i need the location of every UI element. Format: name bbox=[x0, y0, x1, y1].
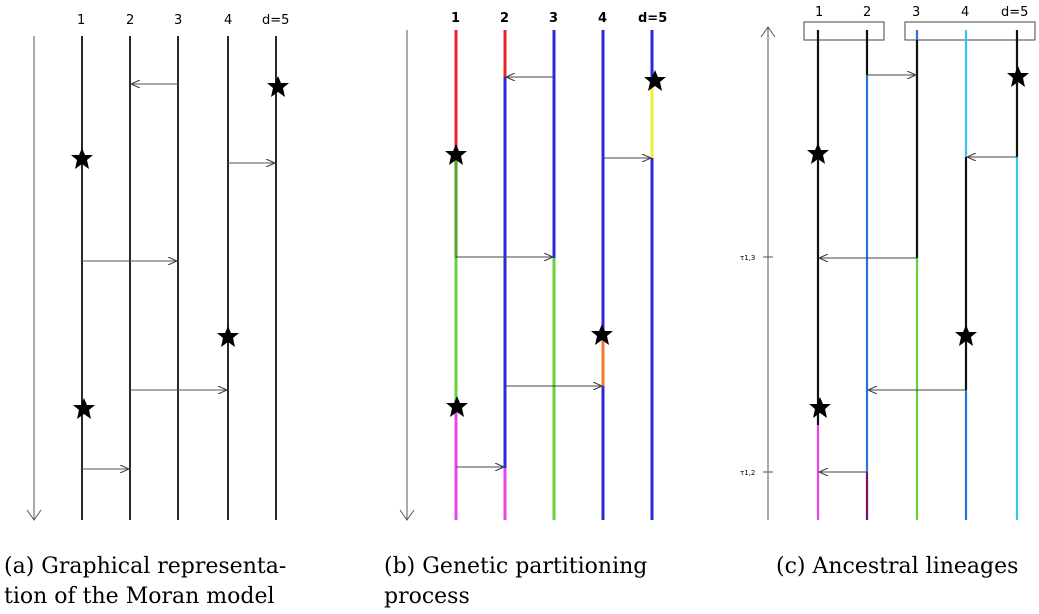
panel-a-label-1: 1 bbox=[77, 13, 85, 28]
panel-c-label-1: 1 bbox=[815, 5, 823, 20]
panel-b-label-3: 3 bbox=[549, 11, 558, 26]
panel-a-label-d5: d=5 bbox=[262, 13, 289, 28]
time-arrowhead bbox=[26, 509, 42, 521]
panel-b-genetic-partitioning: 1 2 3 4 d=5 bbox=[399, 11, 667, 521]
mutation-star-icon bbox=[267, 76, 289, 97]
panel-a-label-4: 4 bbox=[224, 13, 232, 28]
time-arrowhead bbox=[399, 509, 415, 521]
panel-a-moran-graph: 1 2 3 4 d=5 bbox=[26, 13, 289, 521]
mutation-star-icon bbox=[73, 398, 95, 419]
time-arrowhead-up bbox=[760, 26, 776, 38]
panel-b-caption: (b) Genetic partitioning process bbox=[384, 554, 648, 609]
panel-c-label-2: 2 bbox=[863, 5, 871, 20]
panel-c-caption: (c) Ancestral lineages bbox=[776, 554, 1019, 579]
panel-b-label-1: 1 bbox=[451, 11, 460, 26]
panel-c-label-d5: d=5 bbox=[1001, 5, 1028, 20]
panel-b-label-d5: d=5 bbox=[638, 11, 667, 26]
panel-b-label-2: 2 bbox=[500, 11, 509, 26]
panel-c-ancestral-lineages: 1 2 3 4 d=5 τ1,3 τ1,2 bbox=[740, 5, 1036, 520]
mutation-star-icon bbox=[644, 70, 666, 91]
tau-label-13: τ1,3 bbox=[740, 254, 755, 262]
mutation-star-icon bbox=[809, 397, 831, 418]
panel-a-label-3: 3 bbox=[174, 13, 182, 28]
panel-a-label-2: 2 bbox=[126, 13, 134, 28]
panel-b-label-4: 4 bbox=[598, 11, 607, 26]
tau-label-12: τ1,2 bbox=[740, 469, 755, 477]
panel-c-label-4: 4 bbox=[961, 5, 969, 20]
sample-group-box bbox=[803, 21, 885, 41]
panel-c-label-3: 3 bbox=[912, 5, 920, 20]
sample-group-box bbox=[904, 21, 1036, 41]
panel-a-caption: (a) Graphical representa- tion of the Mo… bbox=[4, 554, 287, 609]
